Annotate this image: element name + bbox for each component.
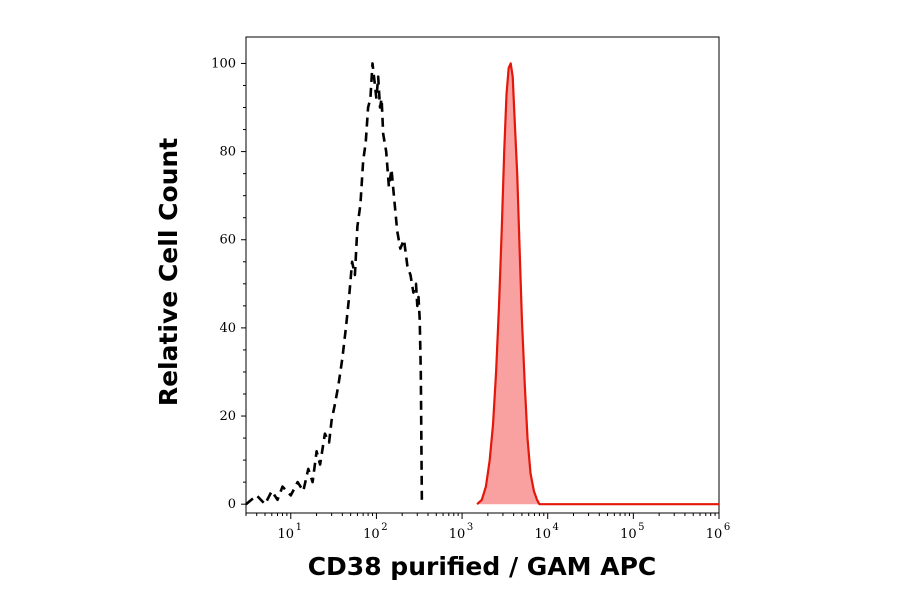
y-tick-label: 20 — [219, 409, 236, 424]
x-tick-label: 10 — [278, 527, 295, 542]
x-tick-exponent: 6 — [724, 522, 730, 533]
y-tick-label: 80 — [219, 145, 236, 160]
x-tick-label: 10 — [534, 527, 551, 542]
plot-area — [245, 36, 720, 514]
series-0-line — [245, 62, 424, 506]
y-tick-label: 100 — [211, 56, 236, 71]
y-tick-label: 60 — [219, 233, 236, 248]
x-tick-label: 10 — [363, 527, 380, 542]
y-tick-label: 40 — [219, 321, 236, 336]
x-tick-exponent: 1 — [296, 522, 302, 533]
series-1-line — [476, 62, 719, 506]
y-tick-label: 0 — [228, 497, 236, 512]
x-tick-exponent: 4 — [553, 522, 559, 533]
x-tick-exponent: 3 — [467, 522, 473, 533]
x-tick-label: 10 — [706, 527, 723, 542]
series-1-fill — [477, 63, 719, 505]
y-axis-title: Relative Cell Count — [154, 138, 183, 406]
plot-frame — [245, 36, 720, 514]
x-tick-exponent: 2 — [381, 522, 387, 533]
x-tick-exponent: 5 — [638, 522, 644, 533]
x-tick-label: 10 — [620, 527, 637, 542]
x-axis-title: CD38 purified / GAM APC — [308, 552, 657, 581]
x-tick-label: 10 — [449, 527, 466, 542]
